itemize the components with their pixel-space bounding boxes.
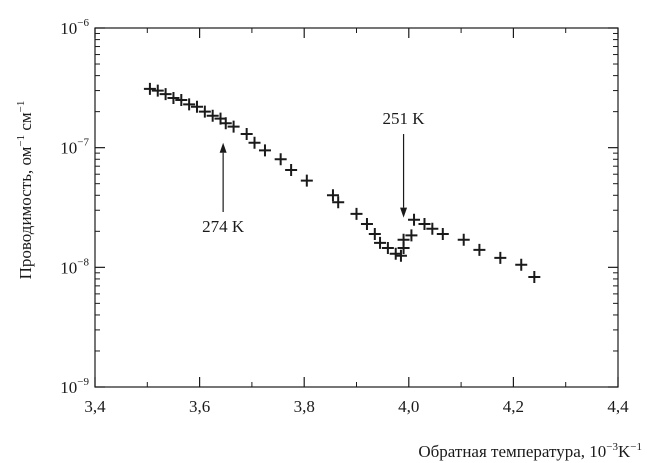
data-point bbox=[368, 227, 381, 240]
data-point bbox=[381, 242, 394, 255]
data-point bbox=[219, 117, 232, 130]
annotations: 274 K 251 K bbox=[202, 109, 425, 236]
data-point bbox=[457, 233, 470, 246]
x-tick-label: 4,0 bbox=[398, 397, 419, 416]
y-tick-label: 10−6 bbox=[60, 17, 89, 38]
annotation-label: 274 K bbox=[202, 217, 245, 236]
data-point bbox=[426, 222, 439, 235]
data-point bbox=[326, 189, 339, 202]
data-point bbox=[515, 258, 528, 271]
data-point bbox=[198, 105, 211, 118]
data-point bbox=[389, 247, 402, 260]
data-point bbox=[167, 92, 180, 105]
data-point bbox=[175, 94, 188, 107]
data-point bbox=[360, 218, 373, 231]
x-tick-label: 3,8 bbox=[294, 397, 315, 416]
x-axis-label-text: Обратная температура, 10 bbox=[418, 442, 606, 461]
data-point bbox=[494, 251, 507, 264]
data-point bbox=[183, 98, 196, 111]
x-axis-ticks: 3,4 3,6 3,8 4,0 4,2 4,4 bbox=[84, 28, 629, 416]
data-point bbox=[332, 196, 345, 209]
x-axis-label-unit-exp: −1 bbox=[630, 441, 642, 453]
data-point bbox=[285, 164, 298, 177]
y-axis-label-exp2: −1 bbox=[15, 101, 27, 113]
x-tick-label: 3,6 bbox=[189, 397, 210, 416]
data-point bbox=[159, 88, 172, 101]
data-point bbox=[274, 153, 287, 166]
data-point bbox=[473, 243, 486, 256]
data-point bbox=[350, 207, 363, 220]
data-point bbox=[258, 144, 271, 157]
plot-border bbox=[94, 27, 619, 388]
data-point bbox=[418, 218, 431, 231]
data-point bbox=[300, 174, 313, 187]
data-point bbox=[227, 120, 240, 133]
annotation-label: 251 K bbox=[383, 109, 426, 128]
y-tick-label: 10−8 bbox=[60, 256, 89, 277]
y-tick-label: 10−9 bbox=[60, 376, 89, 397]
data-point bbox=[206, 109, 219, 122]
y-tick-label: 10−7 bbox=[60, 137, 89, 158]
x-axis-label-unit: K bbox=[618, 442, 631, 461]
data-point bbox=[143, 82, 156, 95]
data-point bbox=[374, 236, 387, 249]
data-point bbox=[394, 249, 407, 262]
plot-frame bbox=[94, 27, 619, 388]
arrow-head bbox=[219, 142, 227, 153]
x-axis-label-exp: −3 bbox=[606, 441, 618, 453]
data-point bbox=[240, 128, 253, 141]
data-point bbox=[397, 233, 410, 246]
data-point bbox=[528, 271, 541, 284]
x-tick-label: 4,4 bbox=[607, 397, 629, 416]
x-axis-label: Обратная температура, 10−3K−1 bbox=[418, 441, 642, 461]
y-axis-label-mid: см bbox=[16, 112, 35, 135]
data-point bbox=[405, 229, 418, 242]
x-tick-label: 3,4 bbox=[84, 397, 106, 416]
y-axis-label-text: Проводимость, ом bbox=[16, 146, 35, 279]
arrow-head bbox=[400, 207, 408, 218]
data-point bbox=[248, 136, 261, 149]
y-axis-label: Проводимость, ом−1 см−1 bbox=[15, 101, 35, 280]
data-point bbox=[190, 100, 203, 113]
x-tick-label: 4,2 bbox=[503, 397, 524, 416]
data-point bbox=[151, 84, 164, 97]
data-points bbox=[143, 82, 541, 284]
y-axis-label-exp1: −1 bbox=[15, 135, 27, 147]
data-point bbox=[436, 227, 449, 240]
y-axis-ticks: 10−9 10−8 10−7 10−6 bbox=[60, 17, 618, 397]
data-point bbox=[408, 213, 421, 226]
